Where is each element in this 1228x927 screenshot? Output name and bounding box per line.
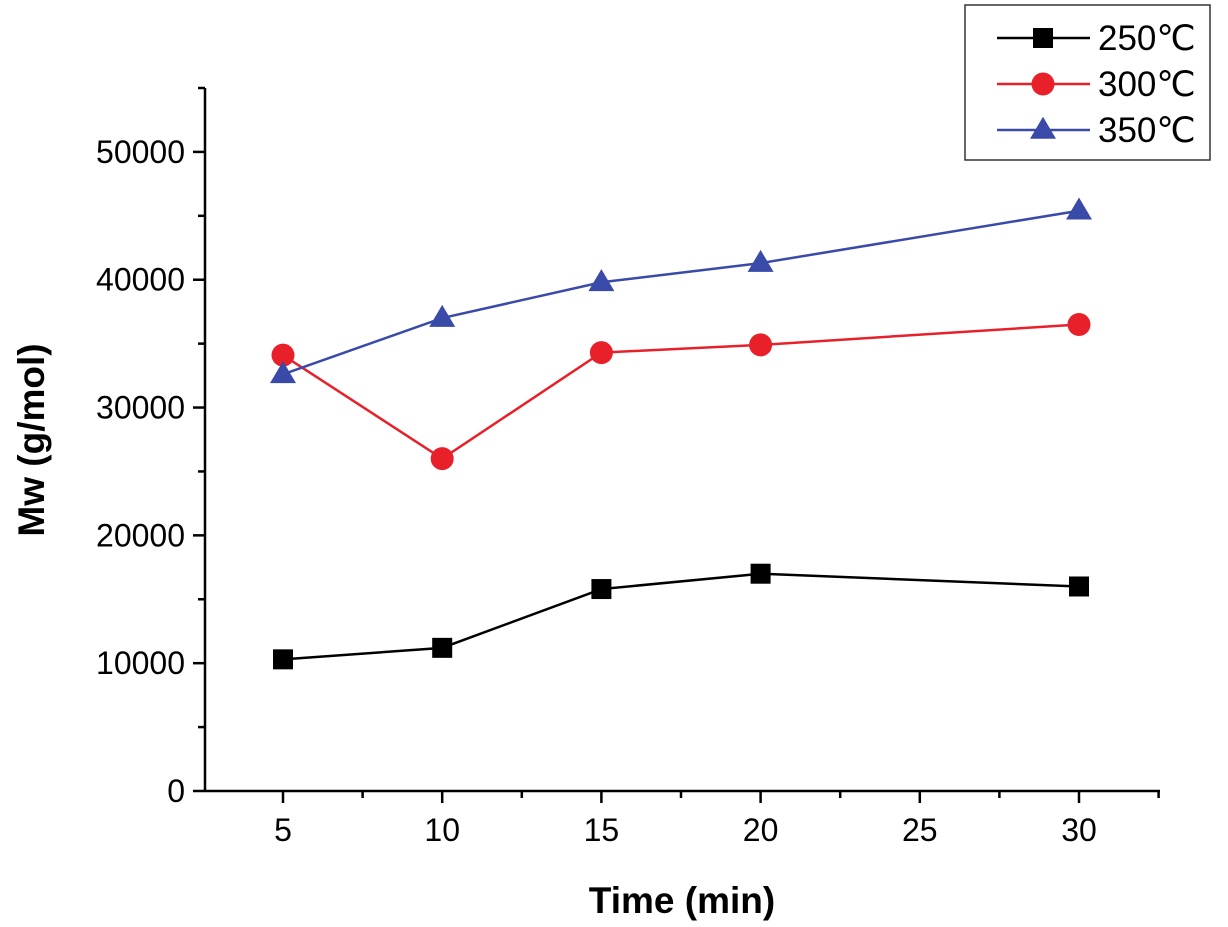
- data-point: [271, 343, 295, 367]
- data-point: [429, 304, 456, 327]
- data-point: [747, 249, 774, 272]
- legend-label: 300℃: [1098, 65, 1196, 104]
- y-tick-label: 20000: [96, 517, 185, 553]
- x-ticks: 5 10 15 20 25 30: [274, 791, 1160, 848]
- x-tick-label: 20: [743, 812, 779, 848]
- legend-marker: [1033, 28, 1053, 48]
- legend-entry: 300℃: [997, 65, 1196, 104]
- legend-marker: [1030, 116, 1056, 139]
- y-tick-label: 30000: [96, 390, 185, 426]
- x-axis-title: Time (min): [589, 880, 775, 921]
- data-point: [589, 341, 613, 365]
- y-tick-label: 0: [167, 773, 185, 809]
- y-axis-title: Mw (g/mol): [11, 343, 52, 536]
- axes: 0 10000 20000 30000 40000 50000 5 10 15 20 25 30: [96, 86, 1160, 848]
- data-point: [1067, 312, 1091, 336]
- y-tick-label: 50000: [96, 134, 185, 170]
- data-point: [749, 333, 773, 357]
- legend-entry: 350℃: [997, 111, 1196, 150]
- series-0: [273, 563, 1089, 670]
- x-tick-label: 10: [424, 812, 460, 848]
- series-line: [282, 572, 1080, 661]
- data-point: [430, 447, 454, 471]
- data-point: [591, 579, 612, 600]
- legend-label: 250℃: [1098, 19, 1196, 58]
- series-2: [270, 197, 1092, 384]
- series-layer: [270, 197, 1092, 670]
- legend-box: [964, 4, 1211, 161]
- data-point: [750, 563, 771, 584]
- series-1: [271, 312, 1091, 471]
- data-point: [270, 361, 296, 384]
- legend-marker: [1031, 72, 1055, 96]
- legend-label: 350℃: [1098, 111, 1196, 150]
- x-tick-label: 30: [1061, 812, 1097, 848]
- series-line: [282, 323, 1080, 461]
- data-point: [588, 269, 615, 292]
- data-point: [273, 649, 293, 670]
- x-tick-label: 5: [274, 812, 292, 848]
- data-point: [1069, 576, 1089, 597]
- x-tick-label: 25: [902, 812, 938, 848]
- y-ticks: 0 10000 20000 30000 40000 50000: [96, 86, 205, 809]
- legend: 250℃ 300℃ 350℃: [964, 4, 1211, 161]
- x-tick-label: 15: [584, 812, 620, 848]
- data-point: [432, 637, 453, 658]
- legend-entry: 250℃: [997, 19, 1196, 58]
- y-tick-label: 10000: [96, 645, 185, 681]
- y-tick-label: 40000: [96, 262, 185, 298]
- data-point: [1066, 197, 1092, 220]
